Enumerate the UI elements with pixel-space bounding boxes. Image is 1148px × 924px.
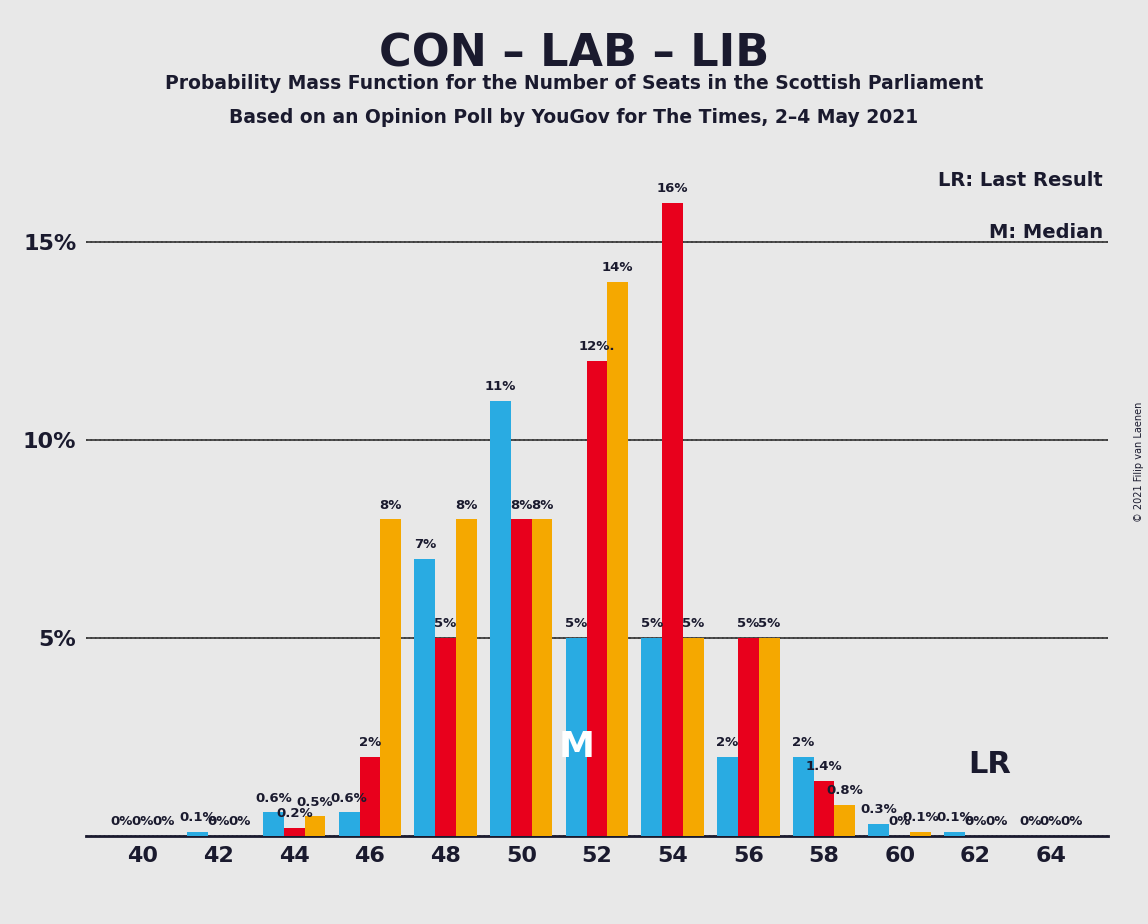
Text: 5%: 5% [641,617,662,630]
Text: 11%: 11% [484,380,517,393]
Text: © 2021 Filip van Laenen: © 2021 Filip van Laenen [1134,402,1143,522]
Bar [380,519,401,836]
Bar [414,559,435,836]
Bar [187,833,208,836]
Bar [566,638,587,836]
Bar [759,638,779,836]
Text: 5%: 5% [682,617,705,630]
Bar [532,519,552,836]
Text: 2%: 2% [716,736,738,749]
Text: 0.6%: 0.6% [331,792,367,805]
Text: 16%: 16% [657,182,689,195]
Text: 0%: 0% [1019,815,1041,828]
Text: 0.5%: 0.5% [296,796,333,808]
Bar [587,361,607,836]
Text: Probability Mass Function for the Number of Seats in the Scottish Parliament: Probability Mass Function for the Number… [165,74,983,93]
Bar [793,757,814,836]
Bar [944,833,965,836]
Text: M: M [558,730,595,764]
Bar [284,828,304,836]
Bar [435,638,456,836]
Bar [718,757,738,836]
Bar [511,519,532,836]
Bar [738,638,759,836]
Text: LR: LR [968,750,1010,780]
Text: 5%: 5% [434,617,457,630]
Bar [456,519,476,836]
Text: 0%: 0% [208,815,230,828]
Text: 0%: 0% [964,815,986,828]
Text: 0.8%: 0.8% [827,784,863,796]
Text: 0%: 0% [111,815,133,828]
Text: 0%: 0% [889,815,910,828]
Text: 1.4%: 1.4% [806,760,843,772]
Text: 0%: 0% [1040,815,1062,828]
Bar [359,757,380,836]
Text: 8%: 8% [456,499,478,512]
Bar [683,638,704,836]
Bar [662,202,683,836]
Text: 0.1%: 0.1% [937,811,972,824]
Text: 14%: 14% [602,261,634,274]
Bar [910,833,931,836]
Bar [339,812,359,836]
Text: 0.6%: 0.6% [255,792,292,805]
Bar [607,282,628,836]
Text: 0%: 0% [1061,815,1083,828]
Bar [835,805,855,836]
Text: CON – LAB – LIB: CON – LAB – LIB [379,32,769,76]
Text: 8%: 8% [530,499,553,512]
Text: 7%: 7% [413,538,436,551]
Text: 2%: 2% [359,736,381,749]
Bar [263,812,284,836]
Text: 2%: 2% [792,736,814,749]
Bar [869,824,890,836]
Text: 0%: 0% [228,815,250,828]
Bar [304,817,325,836]
Bar [490,401,511,836]
Text: 5%: 5% [758,617,781,630]
Text: 0%: 0% [985,815,1008,828]
Text: LR: Last Result: LR: Last Result [938,171,1103,190]
Text: 0.2%: 0.2% [276,808,312,821]
Text: M: Median: M: Median [988,223,1103,242]
Text: 0%: 0% [132,815,154,828]
Text: Based on an Opinion Poll by YouGov for The Times, 2–4 May 2021: Based on an Opinion Poll by YouGov for T… [230,108,918,128]
Text: 12%.: 12%. [579,340,615,353]
Text: 8%: 8% [510,499,533,512]
Text: 5%: 5% [737,617,760,630]
Text: 8%: 8% [380,499,402,512]
Text: 0.3%: 0.3% [861,804,898,817]
Text: 0.1%: 0.1% [179,811,216,824]
Text: 0.1%: 0.1% [902,811,939,824]
Text: 0%: 0% [153,815,174,828]
Text: 5%: 5% [565,617,588,630]
Bar [814,781,835,836]
Bar [642,638,662,836]
